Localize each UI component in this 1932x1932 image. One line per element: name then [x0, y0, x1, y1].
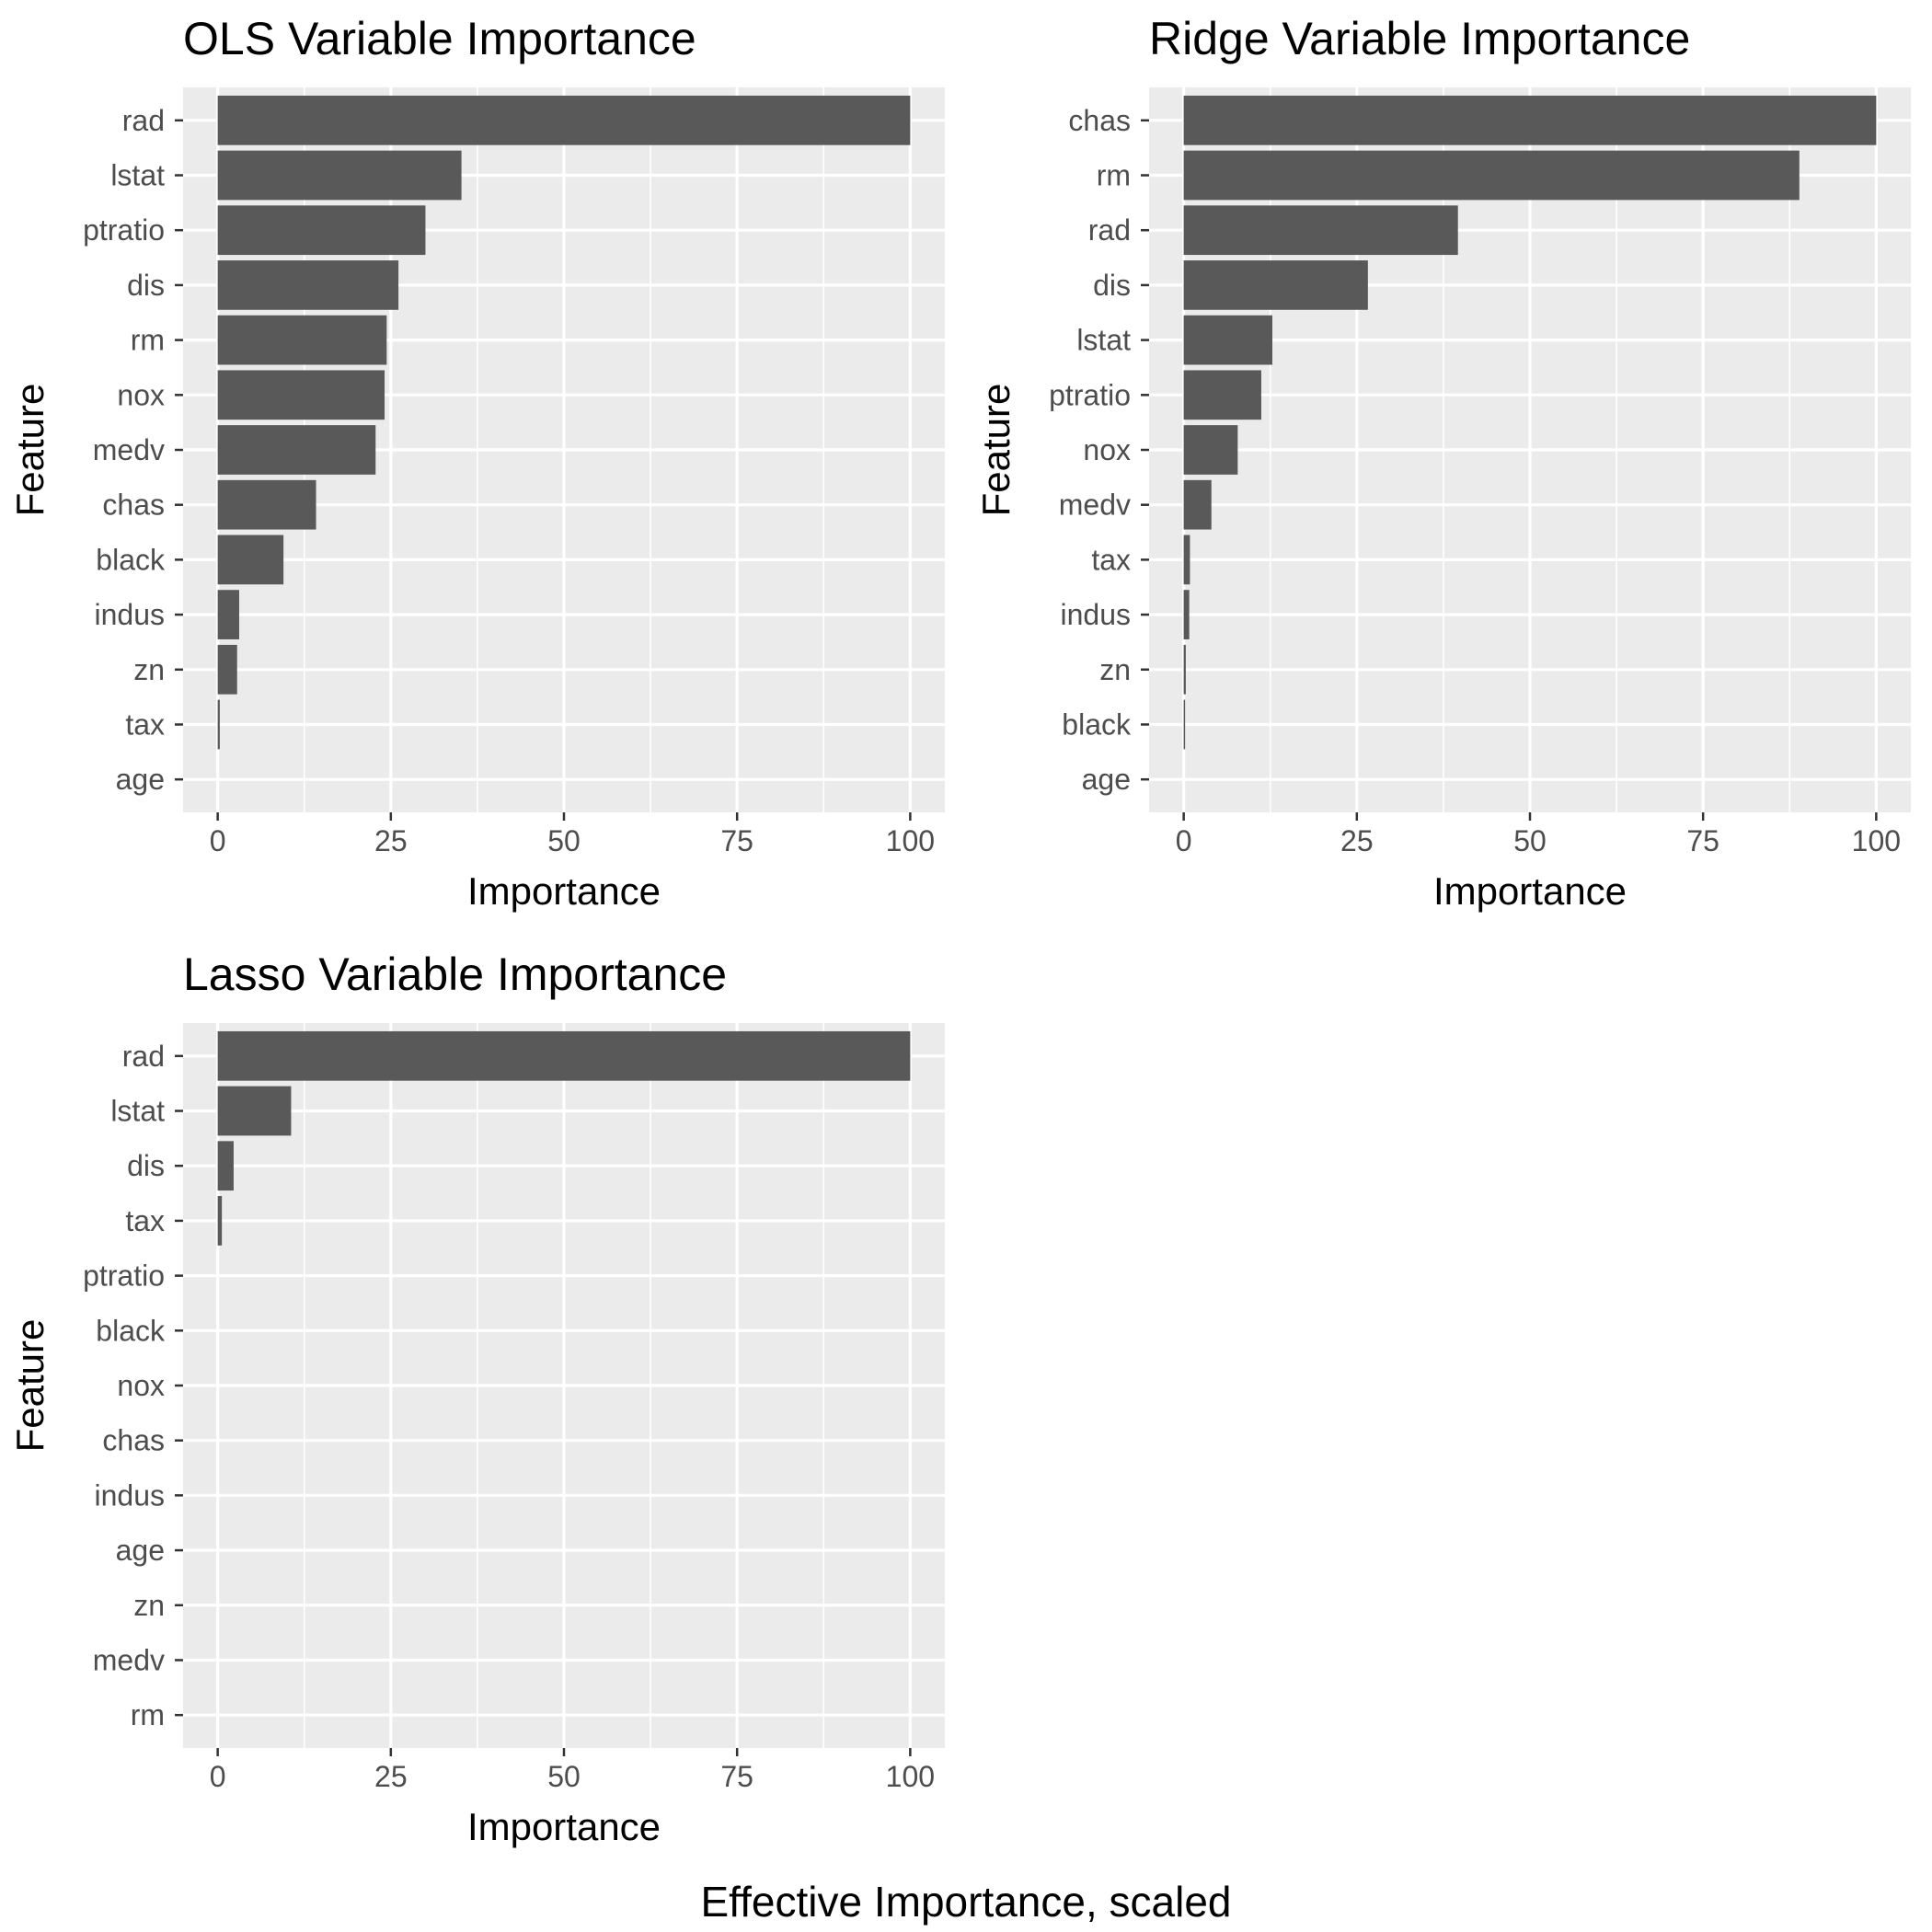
x-tick-label: 100	[1852, 824, 1901, 857]
panels: rad lstat ptratio dis rm nox medv chas black indu…	[8, 13, 1911, 1848]
x-tick-label: 25	[374, 824, 408, 857]
y-tick-label: indus	[95, 1478, 166, 1512]
bar-chas	[217, 479, 316, 530]
bar-dis	[1183, 260, 1368, 310]
bar-rad	[1183, 205, 1458, 256]
y-tick-label: medv	[93, 1643, 165, 1676]
y-tick-label: dis	[127, 269, 165, 302]
y-tick-label: zn	[1099, 653, 1131, 686]
bar-zn	[1183, 644, 1186, 695]
y-axis-title: Feature	[8, 1319, 52, 1453]
y-tick-label: dis	[127, 1149, 165, 1182]
y-tick-label: indus	[1061, 598, 1132, 631]
y-tick-label: indus	[95, 598, 166, 631]
x-axis-title: Importance	[467, 869, 661, 913]
x-axis-title: Importance	[467, 1805, 661, 1848]
y-tick-label: chas	[1068, 104, 1131, 137]
y-tick-label: age	[1082, 763, 1131, 796]
bar-medv	[1183, 479, 1212, 530]
y-tick-label: black	[96, 1314, 166, 1347]
y-tick-label: dis	[1093, 269, 1131, 302]
bar-lstat	[1183, 315, 1272, 365]
y-axis-title: Feature	[974, 384, 1018, 517]
bar-rad	[217, 95, 911, 145]
y-tick-label: zn	[133, 653, 165, 686]
figure-caption: Effective Importance, scaled	[701, 1878, 1232, 1926]
x-tick-label: 75	[720, 824, 753, 857]
y-tick-label: tax	[125, 1204, 165, 1237]
bar-lstat	[217, 1086, 292, 1136]
bar-dis	[217, 1141, 234, 1191]
bar-nox	[1183, 425, 1238, 475]
bar-dis	[217, 260, 399, 310]
bar-tax	[1183, 535, 1190, 585]
x-tick-label: 75	[1686, 824, 1719, 857]
y-tick-label: age	[116, 763, 165, 796]
x-tick-label: 50	[547, 1760, 581, 1793]
x-axis-title: Importance	[1433, 869, 1627, 913]
y-tick-label: lstat	[110, 159, 165, 192]
x-tick-label: 50	[547, 824, 581, 857]
x-tick-label: 100	[886, 824, 935, 857]
chart-title: Lasso Variable Importance	[183, 949, 727, 1000]
bar-lstat	[217, 150, 462, 201]
y-tick-label: rad	[1088, 213, 1131, 247]
bar-rad	[217, 1030, 911, 1081]
x-tick-label: 25	[1340, 824, 1374, 857]
x-tick-label: 0	[1176, 824, 1192, 857]
x-tick-label: 100	[886, 1760, 935, 1793]
x-tick-label: 0	[210, 1760, 226, 1793]
bar-ptratio	[217, 205, 426, 256]
y-tick-label: lstat	[1076, 324, 1131, 357]
y-axis-title: Feature	[8, 384, 52, 517]
y-tick-label: rm	[131, 1698, 165, 1731]
bar-medv	[217, 425, 376, 475]
y-tick-label: zn	[133, 1589, 165, 1622]
bar-black	[217, 535, 284, 585]
y-tick-label: chas	[102, 489, 165, 522]
y-tick-label: medv	[1059, 489, 1131, 522]
bar-indus	[217, 590, 239, 639]
y-tick-label: black	[96, 543, 166, 576]
y-tick-label: tax	[1091, 543, 1131, 576]
chart-title: Ridge Variable Importance	[1149, 13, 1690, 64]
y-tick-label: nox	[117, 1369, 165, 1402]
bar-nox	[217, 370, 385, 420]
chart-panel-2: chas rm rad dis lstat ptratio nox medv tax indus z…	[974, 13, 1911, 913]
y-tick-label: ptratio	[83, 213, 165, 247]
bar-indus	[1183, 590, 1190, 639]
bar-rm	[1183, 150, 1800, 201]
bar-rm	[217, 315, 387, 365]
y-tick-label: rad	[122, 104, 165, 137]
y-tick-label: rad	[122, 1040, 165, 1073]
chart-panel-3: rad lstat dis tax ptratio black nox chas indus ag…	[8, 949, 945, 1848]
bar-tax	[217, 1196, 223, 1246]
y-tick-label: nox	[1083, 433, 1131, 466]
y-tick-label: tax	[125, 707, 165, 741]
bar-tax	[217, 699, 220, 750]
y-tick-label: lstat	[110, 1095, 165, 1128]
x-tick-label: 50	[1513, 824, 1547, 857]
chart-title: OLS Variable Importance	[183, 13, 696, 64]
y-tick-label: rm	[131, 324, 165, 357]
bar-zn	[217, 644, 237, 695]
y-tick-label: rm	[1097, 159, 1131, 192]
x-tick-label: 25	[374, 1760, 408, 1793]
chart-panel-1: rad lstat ptratio dis rm nox medv chas black indu…	[8, 13, 945, 913]
y-tick-label: black	[1062, 707, 1132, 741]
y-tick-label: chas	[102, 1424, 165, 1457]
y-tick-label: medv	[93, 433, 165, 466]
x-tick-label: 0	[210, 824, 226, 857]
y-tick-label: ptratio	[83, 1259, 165, 1293]
bar-black	[1183, 699, 1186, 750]
bar-ptratio	[1183, 370, 1261, 420]
x-tick-label: 75	[720, 1760, 753, 1793]
y-tick-label: age	[116, 1534, 165, 1567]
bar-chas	[1183, 95, 1877, 145]
y-tick-label: nox	[117, 378, 165, 411]
y-tick-label: ptratio	[1049, 378, 1131, 411]
